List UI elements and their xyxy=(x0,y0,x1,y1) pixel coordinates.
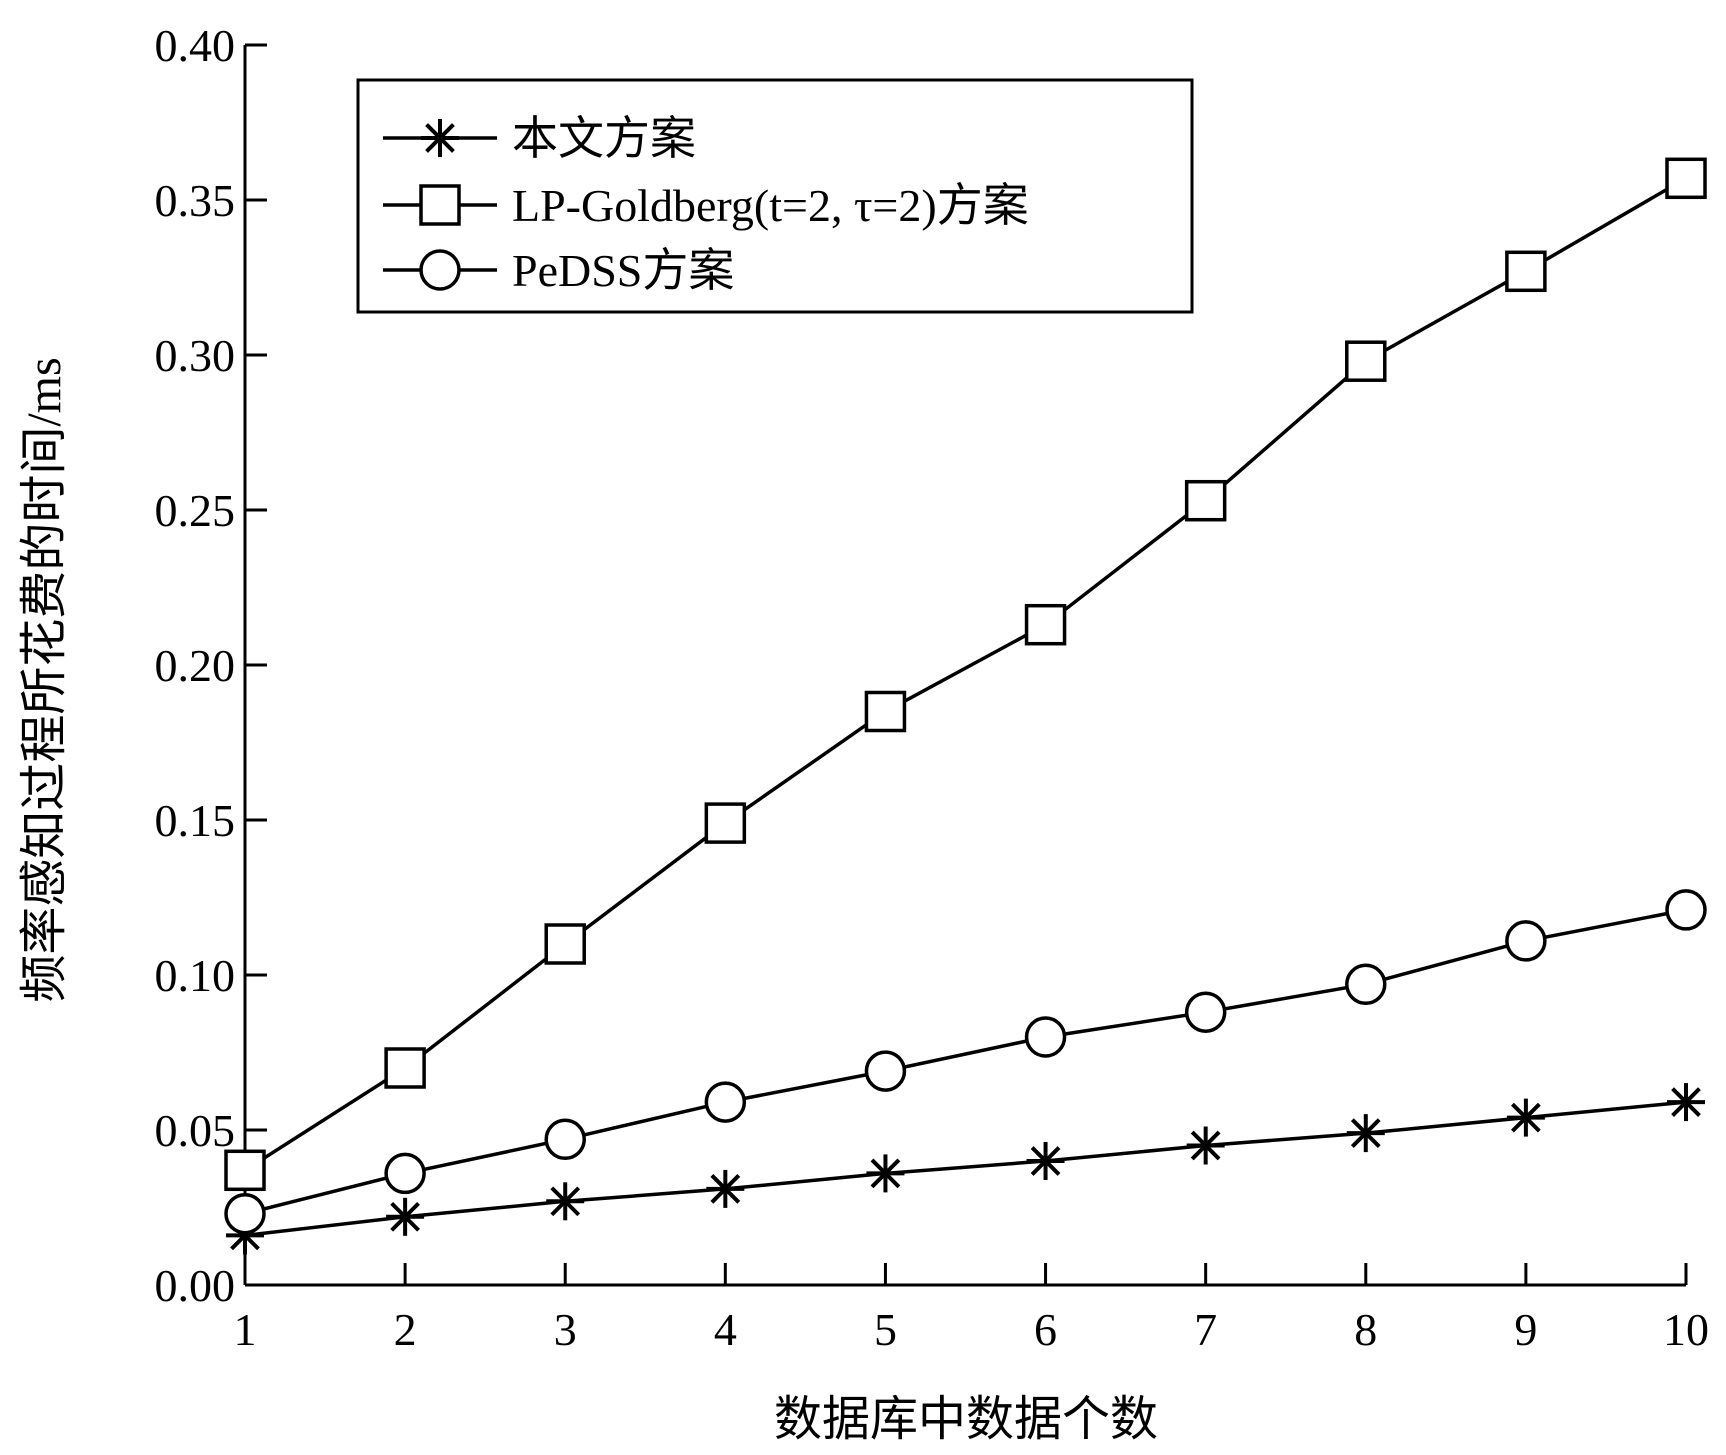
circle-marker xyxy=(704,1081,747,1123)
star-marker xyxy=(1506,1098,1545,1137)
x-axis-label: 数据库中数据个数 xyxy=(774,1393,1158,1446)
star-marker xyxy=(706,1169,745,1208)
circle-marker xyxy=(544,1118,586,1161)
x-tick-label: 7 xyxy=(1194,1304,1217,1355)
x-tick-label: 6 xyxy=(1034,1304,1057,1355)
star-stroke xyxy=(425,123,455,153)
y-tick-label: 0.30 xyxy=(155,330,236,381)
star-stroke xyxy=(1511,1102,1541,1133)
star-marker xyxy=(421,119,459,157)
star-stroke xyxy=(550,1186,581,1217)
circle-marker xyxy=(384,1152,426,1195)
square-marker xyxy=(1505,250,1547,293)
star-stroke xyxy=(1030,1146,1061,1176)
star-stroke xyxy=(870,1158,901,1189)
circle-marker xyxy=(1024,1016,1067,1058)
circle-marker xyxy=(419,249,461,291)
x-tick-label: 4 xyxy=(714,1304,737,1355)
x-tick-label: 9 xyxy=(1514,1304,1537,1355)
square-marker xyxy=(864,690,907,733)
y-tick-label: 0.15 xyxy=(155,795,236,846)
square-marker xyxy=(384,1047,426,1089)
series-layer xyxy=(224,157,1707,1255)
y-axis-label: 频率感知过程所花费的时间/ms xyxy=(18,357,71,1002)
y-tick-label: 0.40 xyxy=(155,20,236,71)
y-tick-label: 0.05 xyxy=(155,1105,236,1156)
star-marker xyxy=(866,1154,905,1193)
star-marker xyxy=(386,1197,425,1236)
star-marker xyxy=(546,1182,585,1221)
x-tick-label: 2 xyxy=(394,1304,417,1355)
circle-marker xyxy=(1665,889,1707,931)
square-marker xyxy=(1345,340,1387,382)
legend-label: LP-Goldberg(t=2, τ=2)方案 xyxy=(512,180,1029,231)
circle-marker xyxy=(1505,920,1547,962)
y-tick-label: 0.20 xyxy=(155,640,236,691)
star-marker xyxy=(1186,1126,1225,1165)
square-marker xyxy=(419,184,461,226)
series-line xyxy=(244,176,1687,1172)
legend-label: 本文方案 xyxy=(512,113,696,164)
star-marker xyxy=(1026,1142,1065,1180)
circle-marker xyxy=(1345,963,1387,1006)
y-tick-label: 0.35 xyxy=(155,175,236,226)
x-tick-label: 10 xyxy=(1663,1304,1709,1355)
star-marker xyxy=(1667,1083,1705,1122)
square-marker xyxy=(1024,603,1067,646)
square-marker xyxy=(1665,157,1707,200)
square-marker xyxy=(544,923,586,965)
square-marker xyxy=(1184,479,1227,522)
series-circle xyxy=(224,889,1707,1235)
star-marker xyxy=(1346,1114,1385,1153)
series-line xyxy=(244,1100,1687,1238)
series-square xyxy=(224,157,1707,1192)
star-stroke xyxy=(390,1201,420,1232)
axes: 0.00 0.05 0.10 0.15 0.20 0.25 0.30 0.35 0.40 1 2 3 4… xyxy=(155,20,1710,1355)
x-tick-label: 5 xyxy=(874,1304,897,1355)
legend: 本文方案 LP-Goldberg(t=2, τ=2)方案 PeDSS方案 xyxy=(356,78,1194,314)
circle-marker xyxy=(224,1192,266,1235)
star-stroke xyxy=(1190,1130,1221,1161)
y-tick-label: 0.00 xyxy=(155,1260,236,1311)
square-marker xyxy=(704,802,747,844)
star-stroke xyxy=(1350,1118,1381,1148)
series-line xyxy=(244,908,1687,1216)
x-tick-label: 3 xyxy=(554,1304,577,1355)
circle-marker xyxy=(1184,991,1227,1033)
square-marker xyxy=(224,1149,266,1192)
x-tick-label: 1 xyxy=(234,1304,257,1355)
circle-marker xyxy=(864,1050,907,1092)
star-stroke xyxy=(710,1174,741,1204)
series-star xyxy=(226,1083,1705,1255)
star-stroke xyxy=(1671,1087,1701,1117)
x-tick-label: 8 xyxy=(1354,1304,1377,1355)
legend-label: PeDSS方案 xyxy=(512,245,734,296)
legend-box xyxy=(356,78,1194,314)
y-tick-label: 0.10 xyxy=(155,950,236,1001)
y-tick-label: 0.25 xyxy=(155,485,236,536)
